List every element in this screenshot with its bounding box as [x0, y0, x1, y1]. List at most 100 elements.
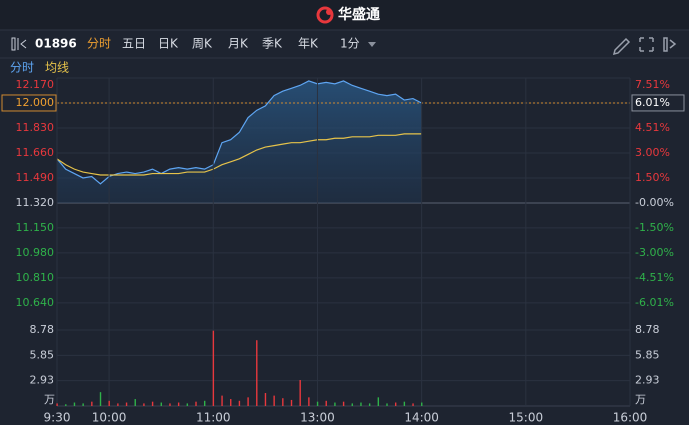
volume-bar: [56, 403, 58, 406]
volume-bar: [351, 403, 353, 406]
tab[interactable]: 年K: [298, 37, 319, 51]
y-tick-label: 11.490: [16, 171, 55, 184]
y2-tick-label: 4.51%: [635, 121, 670, 134]
y-tick-label: 2.93: [30, 374, 55, 387]
y2-tick-label: -4.51%: [635, 271, 674, 284]
pct-highlight-box: [631, 94, 685, 112]
volume-bar: [134, 399, 136, 406]
volume-bar: [91, 401, 93, 406]
y-tick-label: 12.170: [16, 78, 55, 91]
volume-bar: [334, 402, 336, 406]
tool-icons[interactable]: [612, 37, 677, 56]
tab[interactable]: 五日: [122, 37, 146, 51]
y-tick-label: 8.78: [30, 323, 55, 336]
x-tick-label: 10:00: [92, 411, 127, 425]
header-bar: [0, 0, 689, 30]
tab[interactable]: 分时: [87, 37, 111, 51]
logo: [316, 6, 334, 24]
dropdown-caret[interactable]: [368, 42, 376, 47]
unit-label: 万: [635, 393, 646, 406]
volume-bar: [238, 400, 241, 406]
x-tick-label: 16:00: [613, 411, 648, 425]
y-tick-label: 11.830: [16, 121, 55, 134]
volume-bar: [125, 402, 128, 406]
legend-entry[interactable]: 分时: [10, 61, 34, 75]
volume-bar: [360, 402, 362, 406]
unit-label: 万: [44, 393, 55, 406]
volume-bar: [325, 400, 327, 406]
volume-bar: [65, 404, 67, 406]
x-tick-label: 11:00: [196, 411, 231, 425]
y-tick-label: 10.640: [16, 296, 55, 309]
price-area: [57, 80, 422, 203]
volume-bar: [403, 401, 406, 406]
volume-bar: [73, 402, 76, 406]
volume-bar: [421, 402, 423, 406]
y-tick-label: 11.150: [16, 221, 55, 234]
y2-tick-label: 1.50%: [635, 171, 670, 184]
volume-bar: [273, 395, 275, 406]
app-title: 华盛通: [338, 6, 380, 23]
volume-bar: [316, 401, 319, 406]
y-tick-label: 12.000: [16, 96, 55, 109]
x-tick-label: 14:00: [404, 411, 439, 425]
y-tick-label: 11.320: [16, 196, 55, 209]
y2-tick-label: 6.01%: [635, 96, 670, 109]
volume-bar: [386, 403, 388, 406]
collapse-icon[interactable]: [11, 37, 27, 51]
volume-bar: [160, 402, 162, 406]
x-tick-label: 15:00: [509, 411, 544, 425]
volume-bar: [151, 401, 154, 406]
volume-bar: [195, 401, 197, 406]
tab[interactable]: 日K: [158, 37, 179, 51]
y2-tick-label: 8.78: [635, 323, 660, 336]
volume-bar: [394, 402, 397, 406]
y2-tick-label: 2.93: [635, 374, 660, 387]
y2-tick-label: -1.50%: [635, 221, 674, 234]
volume-bar: [82, 403, 84, 406]
volume-bar: [377, 397, 380, 406]
volume-bar: [169, 403, 171, 406]
volume-bar: [368, 403, 371, 406]
y2-tick-label: 7.51%: [635, 78, 670, 91]
volume-bar: [143, 403, 145, 406]
volume-bar: [230, 399, 232, 406]
price-highlight-box: [1, 94, 57, 112]
volume-bar: [186, 403, 189, 406]
y2-tick-label: -3.00%: [635, 246, 674, 259]
volume-bar: [256, 340, 258, 406]
volume-bar: [221, 395, 223, 406]
period-select[interactable]: 1分: [340, 37, 360, 51]
y-tick-label: 11.660: [16, 146, 55, 159]
y-tick-label: 5.85: [30, 348, 55, 361]
average-line: [56, 133, 422, 176]
x-tick-label: 13:00: [300, 411, 335, 425]
volume-bar: [308, 397, 310, 406]
legend-entry[interactable]: 均线: [45, 61, 69, 75]
y2-tick-label: 5.85: [635, 348, 660, 361]
tab[interactable]: 月K: [228, 37, 249, 51]
y-tick-label: 10.810: [16, 271, 55, 284]
stock-code: 01896: [35, 37, 77, 51]
volume-bar: [108, 400, 110, 406]
volume-bar: [212, 330, 215, 406]
volume-bar: [299, 380, 301, 406]
x-tick-label: 9:30: [44, 411, 71, 425]
volume-bar: [203, 400, 206, 406]
y-tick-label: 10.980: [16, 246, 55, 259]
y2-tick-label: -0.00%: [635, 196, 674, 209]
volume-bar: [342, 401, 345, 406]
volume-bar: [290, 399, 293, 406]
y2-tick-label: -6.01%: [635, 296, 674, 309]
tab[interactable]: 周K: [192, 37, 213, 51]
tab[interactable]: 季K: [262, 37, 283, 51]
volume-bar: [99, 392, 102, 406]
y2-tick-label: 3.00%: [635, 146, 670, 159]
price-line: [56, 80, 422, 185]
volume-bar: [117, 403, 119, 406]
volume-bar: [412, 403, 414, 406]
volume-bar: [247, 397, 249, 406]
volume-bar: [177, 402, 180, 406]
volume-bar: [282, 398, 284, 406]
